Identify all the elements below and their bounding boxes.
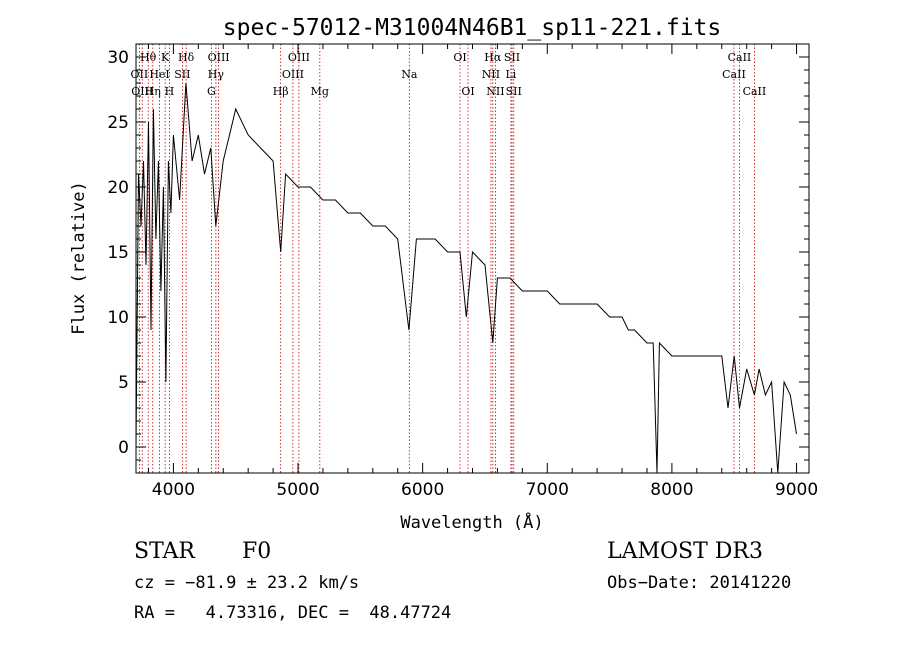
marker-label-0: Hθ [140,51,157,64]
chart-title: spec-57012-M31004N46B1_sp11-221.fits [223,15,722,41]
marker-label-2: OIII [131,85,153,98]
x-tick-label-7000: 7000 [526,480,569,500]
spectrum-chart: spec-57012-M31004N46B1_sp11-221.fits Hθ O… [69,15,818,533]
y-tick-label-0: 0 [118,438,129,458]
marker-label-1: OII [131,68,149,81]
marker-label-3: K [161,51,170,64]
x-tick-label-9000: 9000 [775,480,818,500]
marker-label-20: NII [482,68,500,81]
marker-label-18: OI [461,85,474,98]
marker-label-22: SII [504,51,520,64]
marker-label-9: OIII [208,51,230,64]
marker-label-4: HeI [149,68,169,81]
marker-label-27: CaII [743,85,767,98]
x-axis: 4000 5000 6000 7000 8000 9000 [147,44,818,500]
marker-label-6: SII [174,68,190,81]
marker-label-12: Hβ [273,85,289,98]
object-subclass: F0 [242,539,272,564]
redshift-velocity: cz = −81.9 ± 23.2 km/s [134,573,360,593]
marker-label-16: Na [401,68,418,81]
marker-label-10: Hγ [208,68,225,81]
survey-name: LAMOST DR3 [607,539,763,564]
marker-label-13: OIII [288,51,310,64]
marker-label-26: CaII [722,68,746,81]
observation-date: Obs−Date: 20141220 [607,573,792,593]
x-tick-label-5000: 5000 [276,480,319,500]
y-axis-label: Flux (relative) [69,181,89,335]
marker-label-21: NII [486,85,504,98]
y-tick-label-15: 15 [107,243,129,263]
marker-label-5: Hη [145,85,161,98]
plot-frame [135,43,810,474]
y-tick-label-5: 5 [118,373,129,393]
marker-label-7: H [165,85,175,98]
sky-coordinates: RA = 4.73316, DEC = 48.47724 [134,603,452,623]
y-axis: 0 5 10 15 20 25 30 [107,43,809,461]
emission-line-markers: Hθ OII OIII K HeI Hη SII H Hδ OIII Hγ G Hβ OIII OIII Mg… [131,44,767,473]
x-tick-label-8000: 8000 [650,480,693,500]
y-tick-label-30: 30 [107,48,129,68]
marker-label-11: G [207,85,216,98]
y-tick-label-25: 25 [107,113,129,133]
marker-label-14: OIII [282,68,304,81]
object-class: STAR [134,539,195,564]
flux-series-line [135,82,797,474]
marker-label-17: OI [453,51,466,64]
marker-label-15: Mg [311,85,329,98]
x-axis-label: Wavelength (Å) [400,511,543,533]
marker-label-25: CaII [728,51,752,64]
marker-label-19: Hα [484,51,502,64]
marker-label-8: Hδ [178,51,195,64]
marker-label-23: Li [505,68,516,81]
x-tick-label-6000: 6000 [401,480,444,500]
x-tick-label-4000: 4000 [152,480,195,500]
y-tick-label-10: 10 [107,308,129,328]
y-tick-label-20: 20 [107,178,129,198]
marker-label-24: SII [506,85,522,98]
